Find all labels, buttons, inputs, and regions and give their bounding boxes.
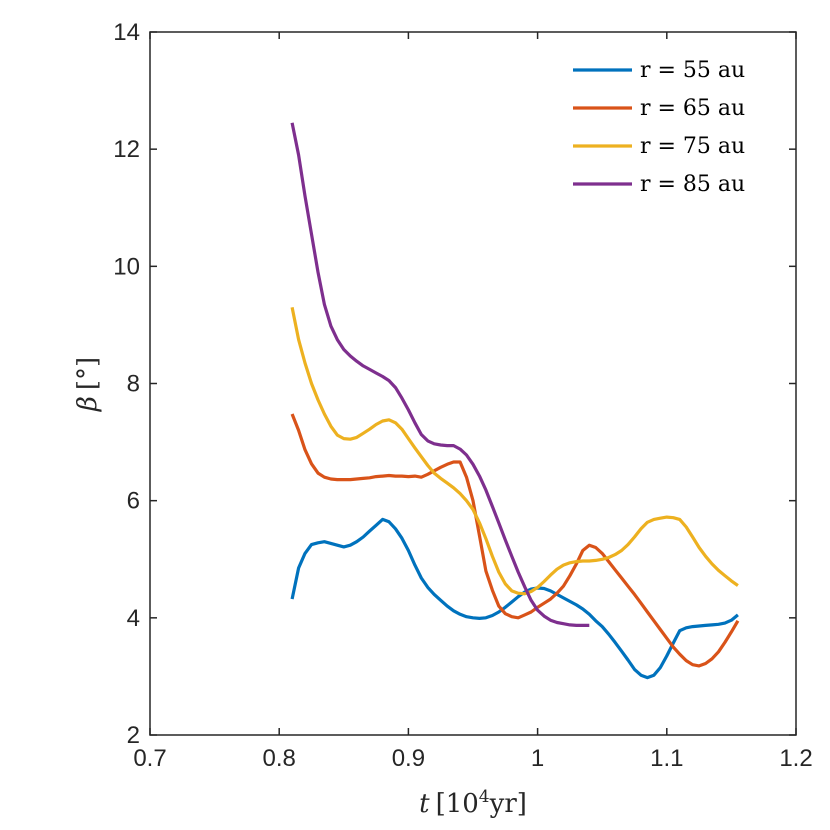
x-axis-unit-exp: 4 xyxy=(479,787,490,807)
y-axis-title: β [°] xyxy=(73,357,103,412)
x-tick-label: 1 xyxy=(531,745,544,772)
legend-label: r = 55 au xyxy=(640,58,745,83)
x-tick-label: 0.9 xyxy=(392,745,425,772)
series-line-1 xyxy=(290,517,739,680)
x-tick-label: 1.2 xyxy=(779,745,812,772)
y-axis-unit: [°] xyxy=(73,357,103,390)
series-line-4 xyxy=(290,122,590,628)
x-tick-label: 1.1 xyxy=(650,745,683,772)
series-line-3 xyxy=(290,306,739,596)
y-tick-label: 6 xyxy=(127,488,140,515)
x-axis-var: t xyxy=(419,789,430,819)
y-tick-label: 2 xyxy=(127,722,140,749)
y-tick-label: 8 xyxy=(127,371,140,398)
legend-label: r = 75 au xyxy=(640,134,745,159)
x-tick-label: 0.8 xyxy=(263,745,296,772)
x-axis-title: t [104yr] xyxy=(419,787,527,819)
legend-label: r = 85 au xyxy=(640,172,745,197)
y-tick-label: 4 xyxy=(127,605,140,632)
y-axis-ticks: 2 4 6 8 10 12 14 xyxy=(113,19,796,749)
x-axis-unit-open: [10 xyxy=(436,789,479,819)
y-tick-label: 10 xyxy=(113,253,140,280)
legend: r = 55 au r = 65 au r = 75 au r = 85 au xyxy=(573,58,745,197)
legend-label: r = 65 au xyxy=(640,96,745,121)
x-axis-ticks: 0.7 0.8 0.9 1 1.1 1.2 xyxy=(133,32,813,772)
x-axis-unit-rest: yr] xyxy=(489,789,527,819)
x-tick-label: 0.7 xyxy=(133,745,166,772)
series-lines xyxy=(290,122,740,680)
y-axis-var: β xyxy=(73,396,103,412)
series-line-2 xyxy=(290,413,740,668)
y-tick-label: 12 xyxy=(113,136,140,163)
y-tick-label: 14 xyxy=(113,19,140,46)
